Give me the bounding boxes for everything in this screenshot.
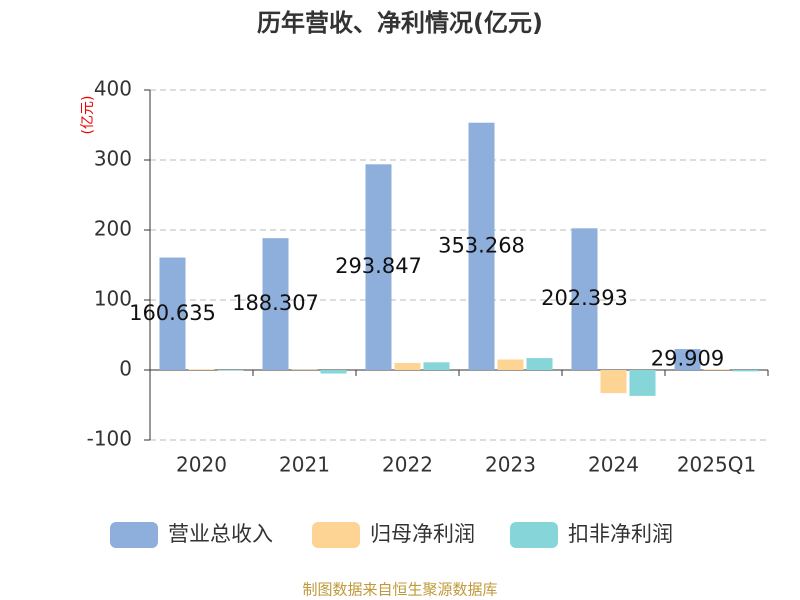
bar [629,370,656,396]
legend-label: 归母净利润 [370,522,475,546]
x-tick-label: 2020 [176,453,227,477]
bar [320,370,347,374]
value-label: 293.847 [335,254,422,278]
bar [674,349,701,370]
value-label: 160.635 [129,301,216,325]
bar [188,369,215,370]
y-tick-label: 100 [94,287,132,311]
x-tick-label: 2022 [382,453,433,477]
y-axis-label: (亿元) [80,96,96,135]
y-tick-label: 300 [94,147,132,171]
bar [159,257,186,370]
value-label: 188.307 [232,291,319,315]
y-tick-label: -100 [87,427,132,451]
x-tick-label: 2021 [279,453,330,477]
y-tick-label: 400 [94,77,132,101]
bar [262,238,289,370]
bar [468,122,495,370]
legend-swatch [110,522,158,548]
bar [394,363,421,370]
y-tick-label: 200 [94,217,132,241]
chart-title: 历年营收、净利情况(亿元) [257,9,543,37]
bar [571,228,598,370]
source-note: 制图数据来自恒生聚源数据库 [302,581,497,599]
bar [423,362,450,370]
x-tick-label: 2025Q1 [677,453,756,477]
value-label: 29.909 [651,347,724,371]
bar [732,370,759,372]
bar [217,370,244,371]
legend-swatch [312,522,360,548]
value-label: 353.268 [438,233,525,257]
x-tick-label: 2023 [485,453,536,477]
legend-swatch [510,522,558,548]
legend-label: 营业总收入 [168,522,273,546]
bar [526,358,553,370]
legend-label: 扣非净利润 [568,522,673,546]
bar [365,164,392,370]
bar [600,370,627,394]
y-tick-label: 0 [119,357,132,381]
x-tick-label: 2024 [588,453,639,477]
bar [703,369,730,370]
bar [497,359,524,370]
value-label: 202.393 [541,286,628,310]
